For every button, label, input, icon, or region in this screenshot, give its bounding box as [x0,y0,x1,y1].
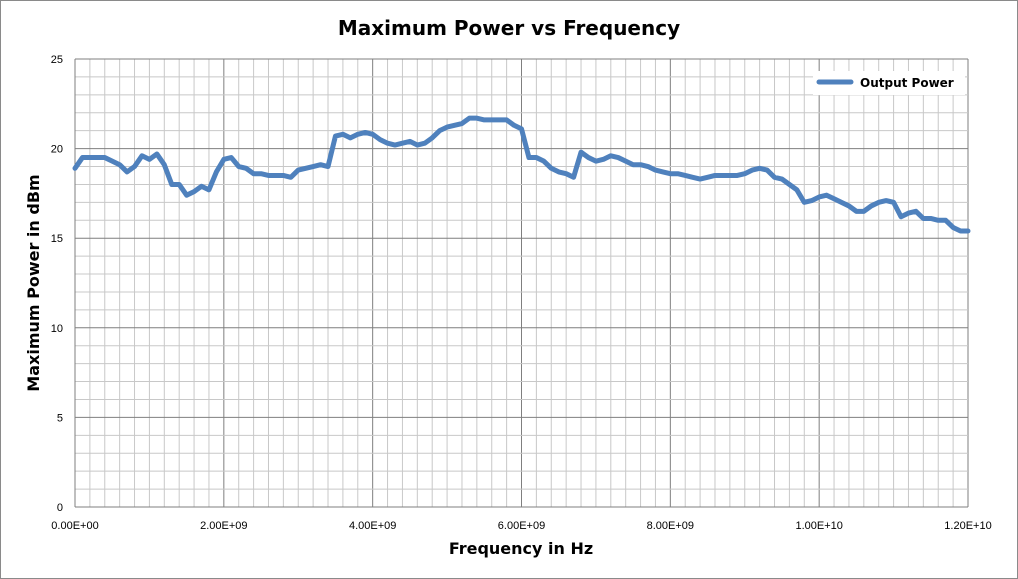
y-axis-title: Maximum Power in dBm [24,174,43,391]
y-tick-label: 15 [51,233,63,245]
x-tick-label: 6.00E+09 [498,520,545,532]
x-tick-label: 8.00E+09 [647,520,694,532]
x-tick-label: 1.00E+10 [795,520,842,532]
x-tick-label: 2.00E+09 [200,520,247,532]
x-axis-title: Frequency in Hz [449,539,593,558]
chart-title: Maximum Power vs Frequency [338,16,680,40]
y-tick-label: 20 [51,144,63,156]
y-tick-label: 0 [57,502,63,514]
grid-layer [74,58,969,508]
x-tick-label: 0.00E+00 [51,520,98,532]
series-layer [72,115,971,234]
x-tick-label: 1.20E+10 [944,520,991,532]
legend-label: Output Power [860,76,954,90]
y-tick-label: 10 [51,323,63,335]
legend: Output Power [813,71,965,95]
y-tick-label: 25 [51,54,63,66]
axis-layer: 0.00E+00 2.00E+09 4.00E+09 6.00E+09 8.00E+09… [51,54,992,532]
x-tick-label: 4.00E+09 [349,520,396,532]
y-tick-label: 5 [57,412,63,424]
